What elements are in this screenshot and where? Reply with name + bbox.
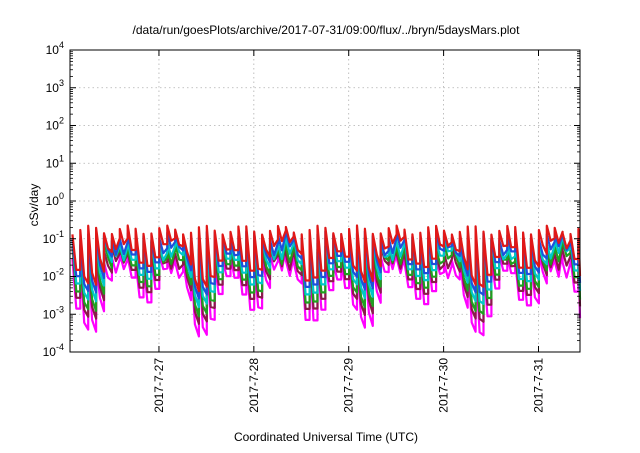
series-group: [71, 224, 582, 338]
x-axis: 2017-7-27 2017-7-28 2017-7-29 2017-7-30 2017…: [152, 50, 545, 413]
grid: [70, 50, 580, 352]
x-axis-label: Coordinated Universal Time (UTC): [234, 430, 418, 444]
y-tick-label: 101: [46, 153, 64, 170]
y-tick-label: 100: [46, 191, 64, 208]
y-tick-label: 10-4: [43, 342, 64, 359]
y-tick-label: 104: [46, 40, 64, 57]
y-tick-label: 10-1: [43, 229, 64, 246]
x-tick-label: 2017-7-27: [152, 358, 166, 413]
series-line-6: [71, 224, 582, 293]
y-axis-label: cSv/day: [27, 184, 41, 227]
y-tick-label: 102: [46, 116, 64, 133]
x-tick-label: 2017-7-28: [247, 358, 261, 413]
x-tick-label: 2017-7-29: [342, 358, 356, 413]
y-axis: 10-4 10-3 10-2 10-1 100 101 102 103 104: [43, 40, 580, 359]
y-tick-label: 10-2: [43, 267, 64, 284]
x-tick-label: 2017-7-31: [531, 358, 545, 413]
x-tick-label: 2017-7-30: [437, 358, 451, 413]
y-tick-label: 103: [46, 78, 64, 95]
chart-title: /data/run/goesPlots/archive/2017-07-31/0…: [133, 23, 521, 37]
y-tick-label: 10-3: [43, 304, 64, 321]
series-line-1: [71, 245, 582, 338]
